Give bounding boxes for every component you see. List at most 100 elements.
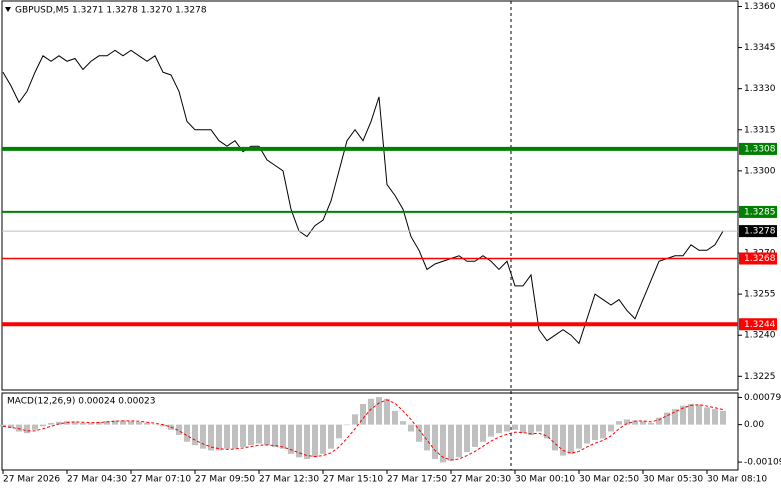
macd-bar bbox=[528, 424, 534, 435]
macd-bar bbox=[152, 424, 158, 426]
macd-bar bbox=[440, 424, 446, 463]
signal-line bbox=[2, 399, 724, 461]
x-tick-label: 30 Mar 05:30 bbox=[643, 475, 703, 485]
macd-bar bbox=[368, 398, 374, 425]
price-line bbox=[2, 49, 724, 345]
macd-bar bbox=[296, 424, 302, 458]
y-tick-label: 1.3315 bbox=[744, 125, 776, 135]
macd-bar bbox=[248, 424, 254, 446]
macd-bar bbox=[640, 421, 646, 425]
macd-bar bbox=[8, 424, 14, 429]
macd-bar bbox=[120, 420, 126, 425]
macd-bar bbox=[560, 424, 566, 456]
macd-bar bbox=[240, 424, 246, 447]
macd-bar bbox=[360, 404, 366, 425]
macd-bar bbox=[416, 424, 422, 442]
y-tick-label: 1.3330 bbox=[744, 84, 776, 94]
y-tick-label: 1.3360 bbox=[744, 2, 776, 12]
macd-bar bbox=[488, 424, 494, 437]
macd-bar bbox=[472, 424, 478, 447]
x-tick-label: 27 Mar 07:10 bbox=[131, 475, 191, 485]
macd-bar bbox=[448, 424, 454, 461]
macd-bar bbox=[480, 424, 486, 442]
macd-bar bbox=[288, 424, 294, 454]
macd-bar bbox=[344, 424, 350, 426]
x-tick-label: 27 Mar 12:30 bbox=[259, 475, 319, 485]
y-tick-label: 0.00 bbox=[744, 420, 764, 430]
macd-bar bbox=[184, 424, 190, 442]
macd-bar bbox=[208, 424, 214, 451]
macd-bar bbox=[232, 424, 238, 449]
macd-bar bbox=[520, 424, 526, 434]
macd-bar bbox=[336, 424, 342, 439]
macd-bar bbox=[32, 424, 38, 430]
macd-bar bbox=[512, 424, 518, 430]
last-price-label: 1.3278 bbox=[744, 227, 776, 237]
macd-bar bbox=[392, 410, 398, 425]
macd-bar bbox=[632, 420, 638, 425]
x-tick-label: 27 Mar 17:50 bbox=[387, 475, 447, 485]
x-tick-label: 27 Mar 09:50 bbox=[195, 475, 255, 485]
macd-bar bbox=[688, 404, 694, 425]
macd-bar bbox=[552, 424, 558, 451]
macd-bar bbox=[664, 412, 670, 425]
macd-bar bbox=[712, 409, 718, 425]
macd-bar bbox=[408, 424, 414, 432]
macd-bar bbox=[648, 422, 654, 425]
macd-bar bbox=[656, 417, 662, 425]
macd-bar bbox=[464, 424, 470, 453]
x-tick-label: 27 Mar 15:10 bbox=[323, 475, 383, 485]
macd-bar bbox=[224, 424, 230, 449]
level-label: 1.3268 bbox=[744, 254, 776, 264]
macd-bar bbox=[72, 421, 78, 425]
x-tick-label: 30 Mar 08:10 bbox=[707, 475, 767, 485]
macd-bar bbox=[696, 404, 702, 425]
last-price-box bbox=[739, 225, 777, 238]
macd-bar bbox=[576, 424, 582, 449]
level-label: 1.3308 bbox=[744, 144, 776, 154]
level-box bbox=[739, 318, 777, 331]
macd-bar bbox=[376, 397, 382, 425]
macd-bar bbox=[328, 424, 334, 449]
y-tick-label: 0.00079 bbox=[744, 393, 781, 403]
macd-bar bbox=[320, 424, 326, 454]
price-panel bbox=[1, 0, 739, 391]
macd-bar bbox=[544, 424, 550, 439]
y-tick-label: 1.3345 bbox=[744, 43, 776, 53]
macd-bar bbox=[144, 422, 150, 425]
macd-bar bbox=[0, 424, 6, 427]
macd-bar bbox=[16, 424, 22, 432]
y-tick-label: -0.00109 bbox=[744, 458, 781, 468]
macd-bar bbox=[104, 421, 110, 425]
macd-bar bbox=[176, 424, 182, 435]
macd-bar bbox=[504, 424, 510, 432]
macd-bar bbox=[136, 421, 142, 425]
macd-bar bbox=[624, 419, 630, 425]
macd-bar bbox=[272, 424, 278, 447]
level-box bbox=[739, 205, 777, 218]
macd-bar bbox=[216, 424, 222, 451]
macd-bar bbox=[304, 424, 310, 459]
macd-bar bbox=[600, 424, 606, 439]
x-tick-label: 27 Mar 04:30 bbox=[67, 475, 127, 485]
x-tick-label: 27 Mar 2026 bbox=[3, 475, 60, 485]
macd-panel bbox=[1, 392, 739, 471]
macd-bar bbox=[264, 424, 270, 446]
macd-bar bbox=[256, 424, 262, 444]
level-box bbox=[739, 252, 777, 265]
macd-title: MACD(12,26,9) 0.00024 0.00023 bbox=[7, 397, 156, 407]
macd-bar bbox=[280, 424, 286, 449]
y-tick-label: 1.3225 bbox=[744, 372, 776, 382]
macd-bar bbox=[192, 424, 198, 446]
macd-bar bbox=[352, 414, 358, 425]
macd-bar bbox=[56, 421, 62, 425]
macd-bar bbox=[128, 421, 134, 425]
macd-bar bbox=[432, 424, 438, 459]
chart-title: GBPUSD,M5 1.3271 1.3278 1.3270 1.3278 bbox=[15, 6, 207, 16]
macd-bar bbox=[584, 424, 590, 444]
macd-bar bbox=[568, 424, 574, 454]
x-tick-label: 30 Mar 02:50 bbox=[579, 475, 639, 485]
macd-bar bbox=[672, 409, 678, 425]
macd-bar bbox=[592, 424, 598, 441]
